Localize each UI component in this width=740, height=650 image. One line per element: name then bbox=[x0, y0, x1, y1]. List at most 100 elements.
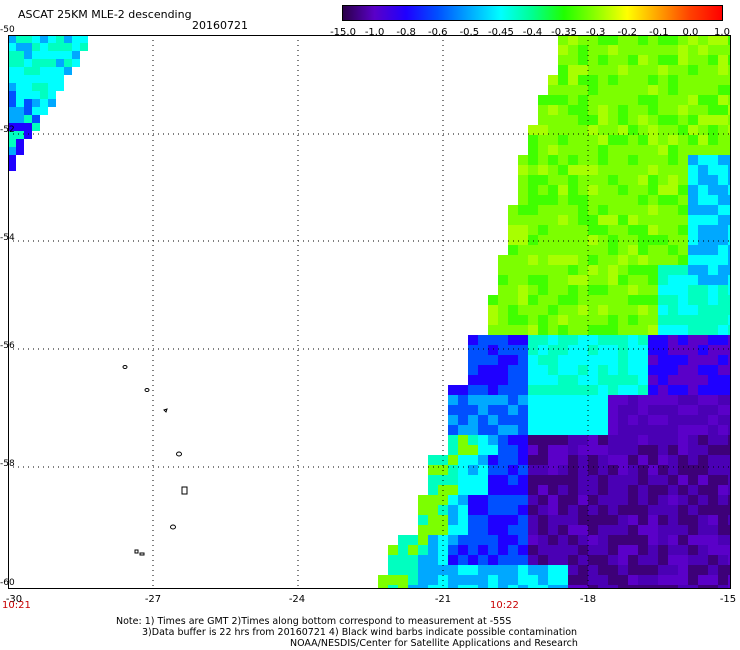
swath-cell bbox=[728, 295, 731, 305]
swath-cell bbox=[538, 555, 548, 565]
swath-cell bbox=[508, 385, 518, 395]
swath-cell bbox=[638, 85, 648, 95]
swath-cell bbox=[558, 105, 568, 115]
swath-cell bbox=[578, 125, 588, 135]
swath-cell bbox=[24, 51, 32, 59]
swath-cell bbox=[568, 515, 578, 525]
swath-cell bbox=[708, 255, 718, 265]
swath-cell bbox=[608, 555, 618, 565]
swath-cell bbox=[538, 585, 548, 589]
swath-cell bbox=[558, 475, 568, 485]
swath-cell bbox=[578, 115, 588, 125]
swath-cell bbox=[16, 59, 24, 67]
swath-cell bbox=[568, 305, 578, 315]
swath-cell bbox=[548, 295, 558, 305]
swath-cell bbox=[648, 165, 658, 175]
swath-cell bbox=[518, 355, 528, 365]
swath-cell bbox=[578, 465, 588, 475]
colorbar-tick-label: 0.0 bbox=[682, 27, 699, 38]
swath-cell bbox=[608, 545, 618, 555]
swath-cell bbox=[458, 435, 468, 445]
swath-cell bbox=[618, 155, 628, 165]
map-title: ASCAT 25KM MLE-2 descending bbox=[18, 8, 192, 21]
swath-cell bbox=[508, 315, 518, 325]
swath-cell bbox=[538, 165, 548, 175]
swath-cell bbox=[628, 405, 638, 415]
swath-cell bbox=[518, 445, 528, 455]
swath-cell bbox=[728, 445, 731, 455]
swath-cell bbox=[708, 125, 718, 135]
swath-cell bbox=[708, 445, 718, 455]
swath-cell bbox=[568, 165, 578, 175]
swath-cell bbox=[40, 51, 48, 59]
swath-cell bbox=[698, 45, 708, 55]
swath-cell bbox=[648, 555, 658, 565]
swath-cell bbox=[518, 585, 528, 589]
swath-cell bbox=[608, 275, 618, 285]
swath-cell bbox=[618, 75, 628, 85]
swath-cell bbox=[698, 495, 708, 505]
swath-cell bbox=[688, 445, 698, 455]
swath-cell bbox=[508, 225, 518, 235]
swath-cell bbox=[638, 585, 648, 589]
swath-cell bbox=[638, 525, 648, 535]
swath-cell bbox=[528, 265, 538, 275]
swath-cell bbox=[678, 565, 688, 575]
swath-cell bbox=[668, 375, 678, 385]
swath-cell bbox=[32, 107, 40, 115]
swath-cell bbox=[618, 245, 628, 255]
swath-cell bbox=[688, 495, 698, 505]
swath-cell bbox=[448, 555, 458, 565]
swath-cell bbox=[558, 205, 568, 215]
swath-cell bbox=[608, 325, 618, 335]
swath-cell bbox=[548, 365, 558, 375]
swath-cell bbox=[678, 485, 688, 495]
swath-cell bbox=[518, 485, 528, 495]
swath-cell bbox=[728, 485, 731, 495]
swath-cell bbox=[558, 215, 568, 225]
swath-cell bbox=[528, 245, 538, 255]
swath-cell bbox=[638, 275, 648, 285]
swath-cell bbox=[538, 225, 548, 235]
swath-cell bbox=[558, 155, 568, 165]
swath-cell bbox=[508, 575, 518, 585]
swath-cell bbox=[648, 135, 658, 145]
swath-cell bbox=[668, 185, 678, 195]
swath-cell bbox=[688, 235, 698, 245]
swath-cell bbox=[538, 545, 548, 555]
swath-cell bbox=[32, 99, 40, 107]
swath-cell bbox=[618, 255, 628, 265]
swath-cell bbox=[588, 535, 598, 545]
swath-cell bbox=[508, 265, 518, 275]
swath-cell bbox=[618, 325, 628, 335]
swath-cell bbox=[548, 195, 558, 205]
swath-cell bbox=[618, 85, 628, 95]
swath-cell bbox=[478, 355, 488, 365]
swath-cell bbox=[498, 385, 508, 395]
swath-cell bbox=[598, 115, 608, 125]
swath-cell bbox=[548, 475, 558, 485]
swath-cell bbox=[558, 375, 568, 385]
swath-cell bbox=[648, 295, 658, 305]
swath-cell bbox=[658, 275, 668, 285]
swath-cell bbox=[628, 435, 638, 445]
swath-cell bbox=[618, 295, 628, 305]
swath-cell bbox=[628, 295, 638, 305]
swath-cell bbox=[718, 95, 728, 105]
swath-cell bbox=[708, 345, 718, 355]
swath-cell bbox=[598, 185, 608, 195]
swath-cell bbox=[668, 115, 678, 125]
swath-cell bbox=[718, 315, 728, 325]
swath-cell bbox=[638, 475, 648, 485]
swath-cell bbox=[598, 355, 608, 365]
swath-cell bbox=[588, 485, 598, 495]
swath-cell bbox=[698, 185, 708, 195]
swath-cell bbox=[658, 545, 668, 555]
swath-cell bbox=[488, 555, 498, 565]
swath-cell bbox=[448, 545, 458, 555]
swath-cell bbox=[638, 305, 648, 315]
swath-cell bbox=[528, 225, 538, 235]
swath-cell bbox=[508, 275, 518, 285]
swath-cell bbox=[718, 455, 728, 465]
swath-cell bbox=[668, 315, 678, 325]
